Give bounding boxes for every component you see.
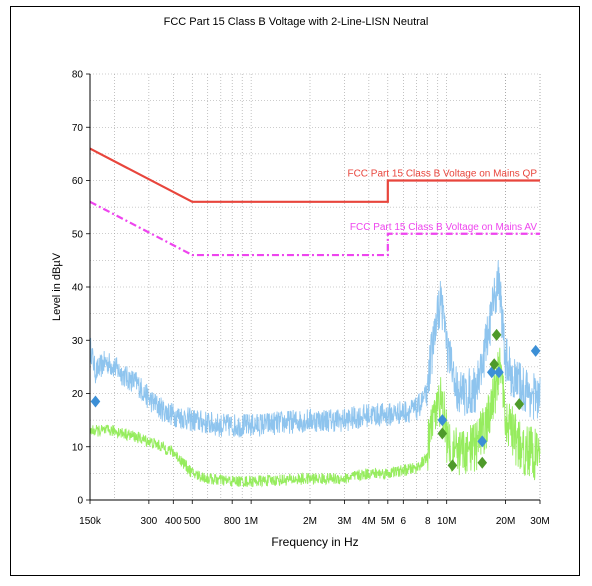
peak-marker — [489, 358, 500, 371]
peak-marker — [494, 366, 504, 379]
y-tick-label: 30 — [72, 336, 84, 347]
limit-line-1 — [89, 200, 540, 257]
y-axis-label: Level in dBµV — [51, 252, 63, 321]
x-tick-label: 300 — [141, 516, 158, 527]
limit-lines: FCC Part 15 Class B Voltage on Mains QP F… — [89, 147, 540, 257]
limit-line-0 — [89, 147, 540, 203]
peak-marker — [447, 459, 458, 472]
peak-marker — [477, 456, 488, 469]
peak-marker — [437, 414, 448, 427]
y-tick-label: 50 — [72, 229, 84, 240]
x-tick-label: 6 — [401, 516, 407, 527]
limit-line-label: FCC Part 15 Class B Voltage on Mains AV — [350, 222, 537, 233]
x-tick-label: 5M — [381, 516, 395, 527]
x-tick-label: 1M — [244, 516, 258, 527]
y-tick-label: 60 — [72, 176, 84, 187]
x-tick-label: 4M — [362, 516, 376, 527]
peak-marker — [437, 427, 448, 440]
y-tick-label: 80 — [72, 70, 84, 81]
y-tick-label: 40 — [72, 283, 84, 294]
peak-marker — [90, 395, 101, 408]
axis-ticks: 150k 300 400 500 800 1M 2M 3M 4M 5M 6 8 10M 20M 30M 0 10… — [72, 70, 550, 528]
series-traces — [89, 260, 541, 488]
limit-line-label: FCC Part 15 Class B Voltage on Mains QP — [347, 169, 537, 180]
peak-marker — [491, 328, 502, 341]
y-tick-label: 70 — [72, 123, 84, 134]
x-tick-label: 800 — [224, 516, 241, 527]
peak-marker — [530, 344, 541, 357]
x-tick-label: 30M — [530, 516, 549, 527]
x-tick-label: 8 — [425, 516, 431, 527]
y-tick-label: 10 — [72, 442, 84, 453]
x-tick-label: 400 — [165, 516, 182, 527]
peak-marker — [477, 435, 488, 448]
x-tick-label: 2M — [303, 516, 317, 527]
x-tick-label: 3M — [337, 516, 351, 527]
y-tick-label: 0 — [77, 496, 83, 507]
x-tick-label: 10M — [437, 516, 456, 527]
peak-marker — [486, 366, 497, 379]
series-trace-0 — [89, 260, 541, 438]
x-tick-label: 20M — [496, 516, 515, 527]
chart-title: FCC Part 15 Class B Voltage with 2-Line-… — [163, 16, 429, 28]
peak-marker — [514, 398, 525, 411]
x-tick-label: 500 — [184, 516, 201, 527]
peak-markers — [90, 328, 541, 472]
series-trace-1 — [89, 347, 541, 488]
y-tick-label: 20 — [72, 389, 84, 400]
x-axis-label: Frequency in Hz — [271, 535, 358, 549]
x-tick-label: 150k — [79, 516, 102, 527]
